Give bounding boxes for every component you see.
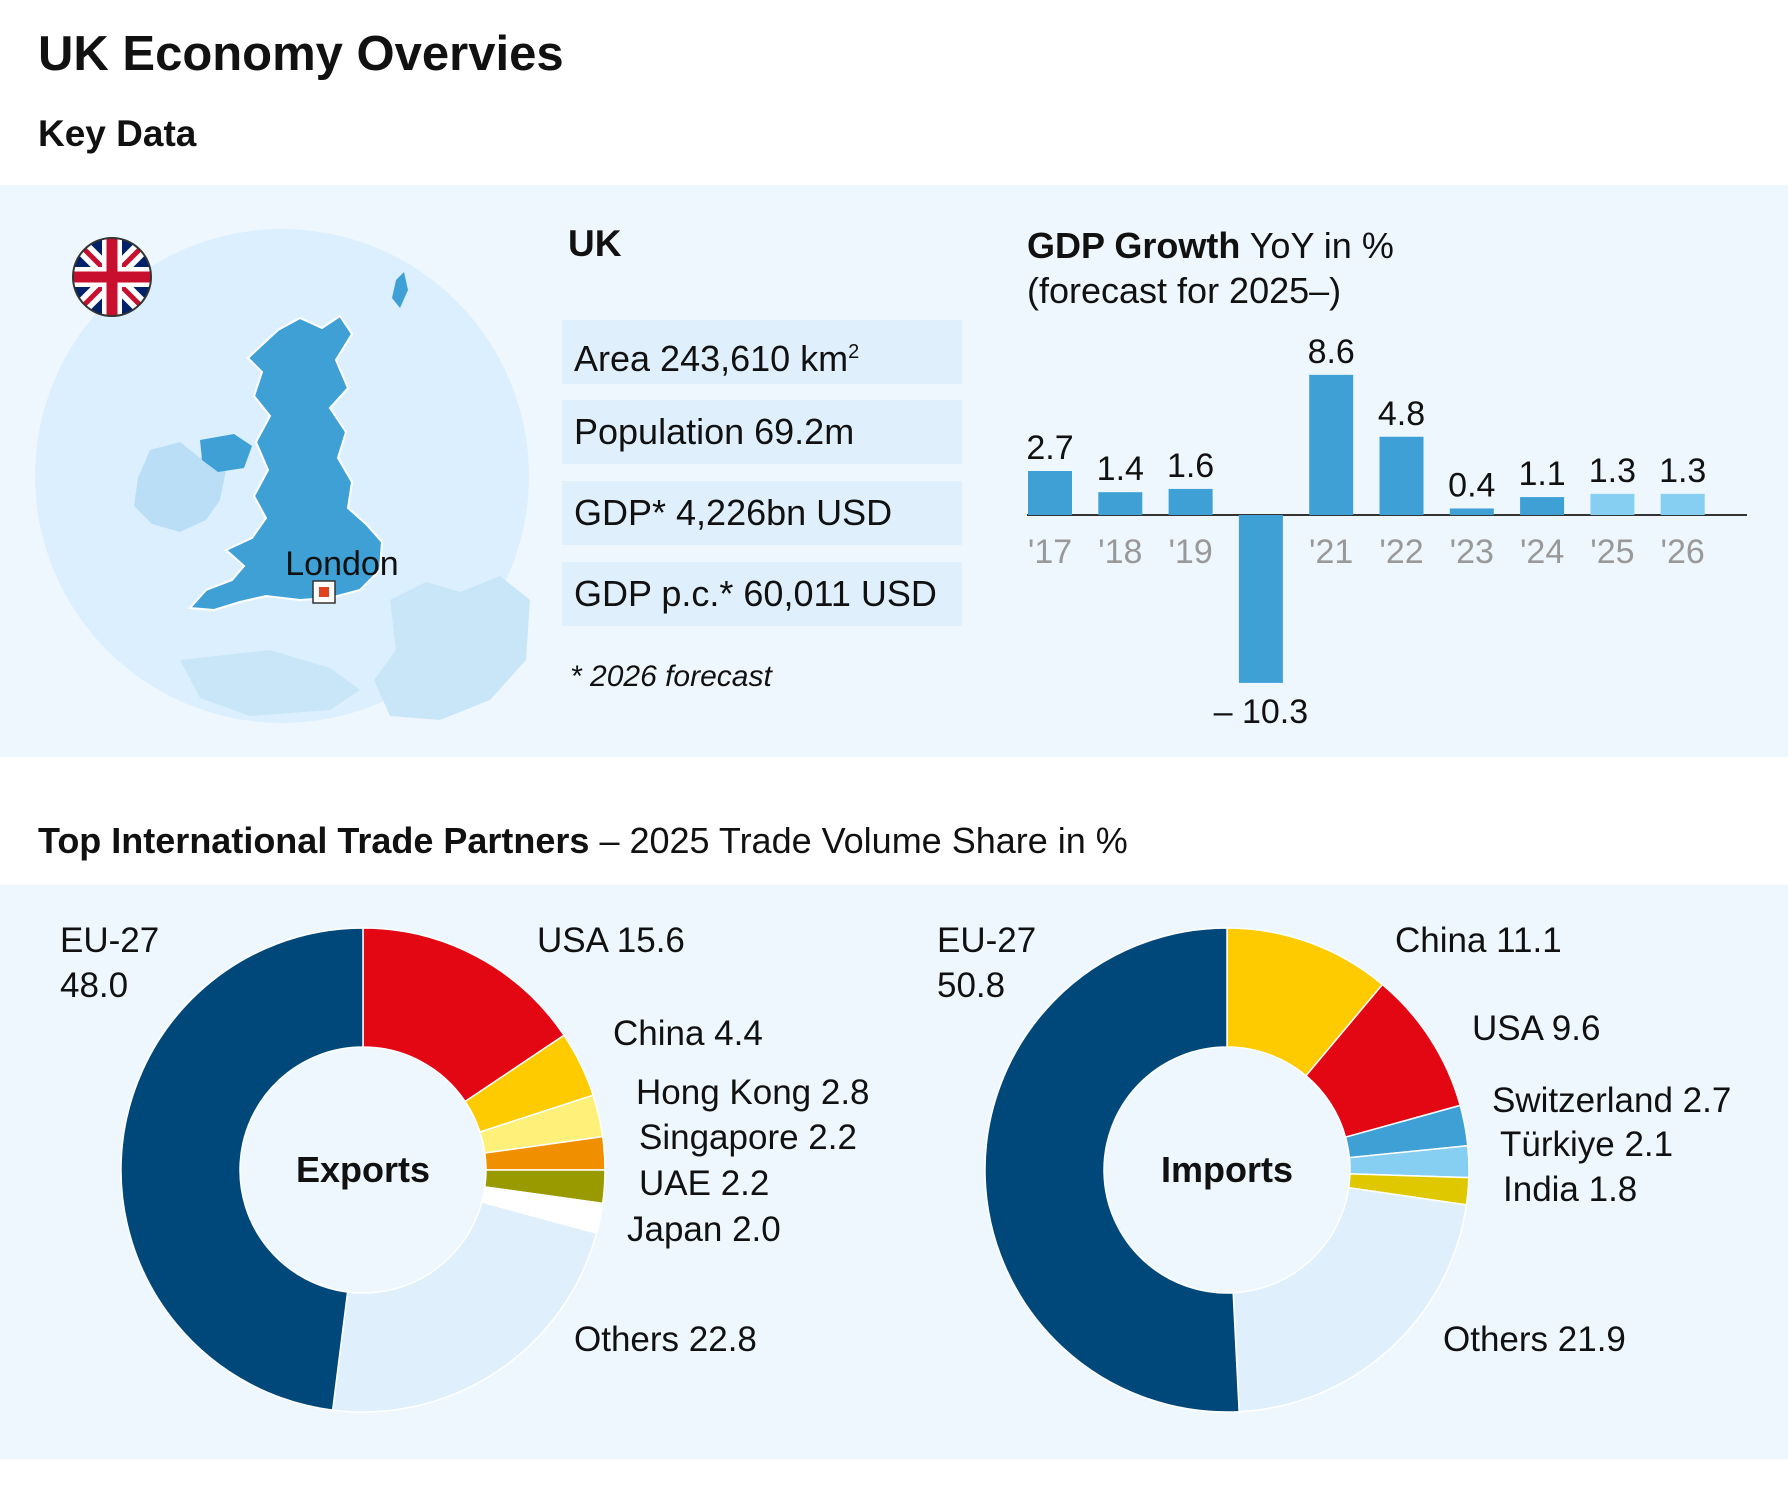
gdp-bar bbox=[1028, 470, 1072, 515]
fact-gdp-per-capita: GDP p.c.* 60,011 USD bbox=[562, 562, 962, 626]
gdp-bar bbox=[1379, 436, 1424, 515]
gdp-value-label: 1.4 bbox=[1097, 450, 1144, 488]
donut-slice-label: EU-27 bbox=[60, 921, 159, 960]
page-title: UK Economy Overvies bbox=[38, 27, 564, 81]
gdp-year-label: '24 bbox=[1520, 533, 1564, 571]
donut-center-label: Imports bbox=[1161, 1149, 1293, 1190]
gdp-value-label: – 10.3 bbox=[1214, 693, 1309, 730]
gdp-value-label: 4.8 bbox=[1378, 395, 1425, 433]
donut-slice-label: Others 21.9 bbox=[1443, 1320, 1626, 1359]
shetland-shape bbox=[392, 272, 408, 308]
trade-title-bold: Top International Trade Partners bbox=[38, 820, 590, 861]
gdp-year-label: '22 bbox=[1379, 533, 1423, 571]
gdp-bar bbox=[1168, 488, 1213, 515]
gdp-chart-title-bold: GDP Growth bbox=[1027, 225, 1241, 266]
gdp-value-label: 8.6 bbox=[1308, 333, 1355, 371]
donut-slice-label: India 1.8 bbox=[1503, 1170, 1637, 1209]
gdp-bar bbox=[1449, 508, 1494, 515]
gdp-value-label: 1.1 bbox=[1518, 455, 1565, 493]
donut-slice bbox=[120, 927, 364, 1411]
ireland-shape bbox=[134, 442, 226, 532]
great-britain-shape bbox=[187, 314, 384, 612]
london-label: London bbox=[285, 545, 398, 583]
donut-slice-label: 48.0 bbox=[60, 966, 128, 1005]
gdp-bar bbox=[1238, 515, 1283, 683]
gdp-growth-chart: 2.7 '17 1.4 '18 1.6 '19 – 10.3 8.6 '21 4.8 '22 0.4 '… bbox=[1026, 333, 1747, 730]
gdp-year-label: '25 bbox=[1590, 533, 1634, 571]
gdp-year-label: '17 bbox=[1028, 533, 1072, 571]
gdp-bar bbox=[1309, 374, 1354, 515]
london-marker-dot bbox=[319, 587, 329, 597]
gdp-chart-title: GDP Growth YoY in % (forecast for 2025–) bbox=[1027, 223, 1394, 313]
gdp-bar bbox=[1098, 492, 1143, 515]
gdp-year-label: '18 bbox=[1098, 533, 1142, 571]
france-shape bbox=[180, 650, 360, 716]
donut-slice-label: USA 15.6 bbox=[537, 921, 685, 960]
donut-slice bbox=[1232, 1186, 1468, 1413]
donut-slice-label: Türkiye 2.1 bbox=[1500, 1125, 1673, 1164]
donut-slice-label: Singapore 2.2 bbox=[639, 1118, 857, 1157]
donut-slice-label: Others 22.8 bbox=[574, 1320, 757, 1359]
northern-ireland-shape bbox=[200, 434, 252, 472]
imports-donut-chart: Imports China 11.1 USA 9.6 Switzerland 2.7 T… bbox=[937, 921, 1731, 1413]
donut-slice bbox=[984, 927, 1240, 1413]
fact-population: Population 69.2m bbox=[562, 400, 962, 464]
gdp-year-label: '23 bbox=[1450, 533, 1494, 571]
gdp-value-label: 1.6 bbox=[1167, 447, 1214, 485]
europe-shape bbox=[374, 576, 530, 720]
gdp-chart-subtitle: (forecast for 2025–) bbox=[1027, 270, 1342, 311]
donut-slice-label: Hong Kong 2.8 bbox=[636, 1073, 870, 1112]
footnote: * 2026 forecast bbox=[570, 660, 772, 693]
fact-area-text: Area 243,610 km bbox=[574, 338, 849, 379]
donut-slice-label: USA 9.6 bbox=[1472, 1009, 1600, 1048]
trade-section-title: Top International Trade Partners – 2025 … bbox=[38, 820, 1128, 862]
donut-slice-label: EU-27 bbox=[937, 921, 1036, 960]
fact-area: Area 243,610 km2 bbox=[562, 320, 962, 384]
donut-slice bbox=[331, 1201, 598, 1413]
section-title-key-data: Key Data bbox=[38, 113, 197, 154]
donut-slice bbox=[362, 927, 566, 1103]
gdp-year-label: '21 bbox=[1309, 533, 1353, 571]
country-name: UK bbox=[568, 223, 622, 264]
gdp-value-label: 2.7 bbox=[1026, 429, 1073, 467]
gdp-chart-title-rest: YoY in % bbox=[1240, 225, 1394, 266]
donut-center-label: Exports bbox=[296, 1149, 430, 1190]
gdp-bar bbox=[1590, 493, 1635, 515]
gdp-bar bbox=[1520, 497, 1565, 515]
donut-slice-label: China 11.1 bbox=[1395, 921, 1562, 960]
fact-area-unit-sup: 2 bbox=[848, 341, 860, 363]
exports-donut-chart: Exports USA 15.6 China 4.4 Hong Kong 2.8 Sin… bbox=[60, 921, 870, 1413]
gdp-value-label: 1.3 bbox=[1589, 452, 1636, 490]
gdp-bar bbox=[1660, 493, 1705, 515]
fact-gdp: GDP* 4,226bn USD bbox=[562, 481, 962, 545]
donut-slice-label: 50.8 bbox=[937, 966, 1005, 1005]
trade-title-rest: – 2025 Trade Volume Share in % bbox=[589, 820, 1128, 861]
donut-slice-label: China 4.4 bbox=[613, 1014, 763, 1053]
gdp-value-label: 1.3 bbox=[1659, 452, 1706, 490]
gdp-year-label: '19 bbox=[1168, 533, 1212, 571]
uk-map: London bbox=[35, 229, 530, 723]
gdp-value-label: 0.4 bbox=[1448, 466, 1495, 504]
donut-slice-label: Switzerland 2.7 bbox=[1492, 1081, 1731, 1120]
donut-slice-label: Japan 2.0 bbox=[627, 1210, 781, 1249]
gdp-year-label: '26 bbox=[1661, 533, 1705, 571]
donut-slice-label: UAE 2.2 bbox=[639, 1164, 769, 1203]
